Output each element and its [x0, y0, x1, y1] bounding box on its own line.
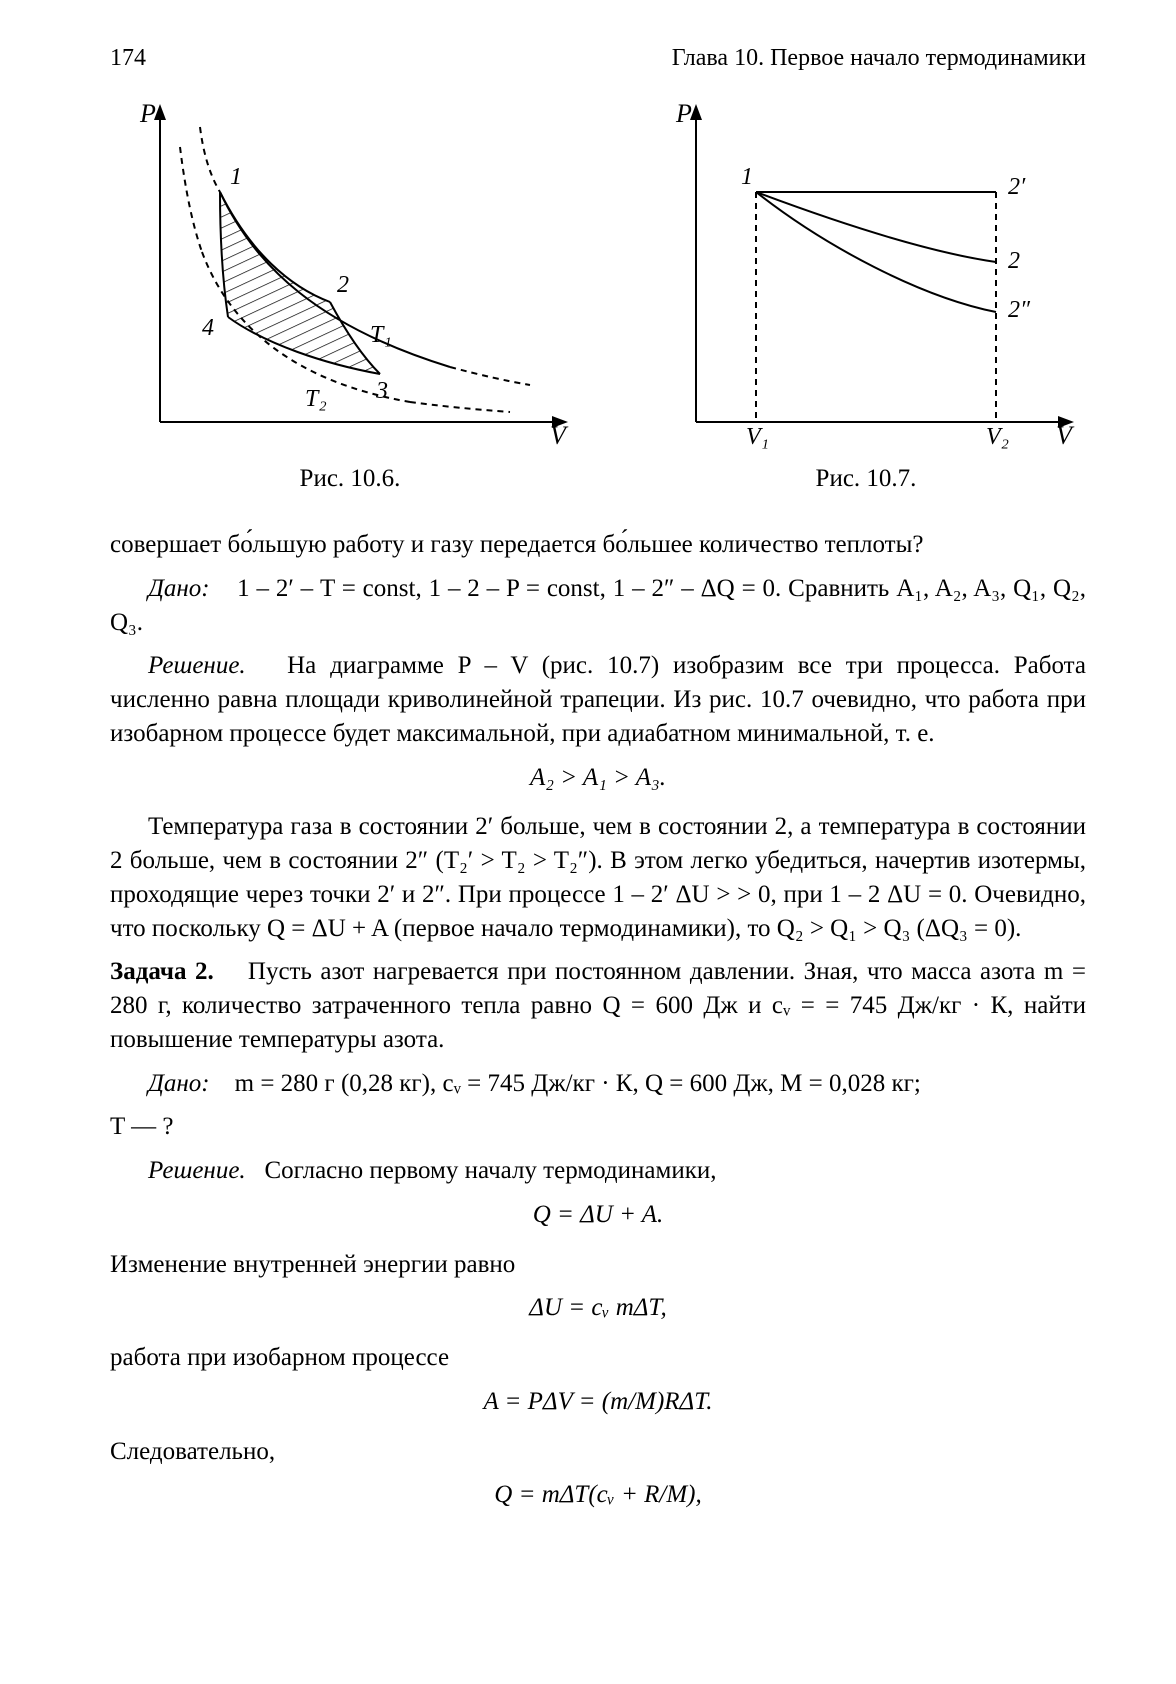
formula-4: A = PΔV = (m/M)RΔT. — [110, 1385, 1086, 1419]
svg-text:V₁: V₁ — [746, 424, 769, 450]
svg-text:3: 3 — [375, 378, 388, 404]
formula-3: ΔU = cᵥ mΔT, — [110, 1291, 1086, 1325]
svg-text:V: V — [1056, 421, 1075, 450]
svg-text:2″: 2″ — [1008, 297, 1031, 323]
solution-1-label: Решение. — [148, 652, 246, 679]
given-1-label: Дано: — [148, 575, 210, 602]
solution-1-text: На диаграмме P – V (рис. 10.7) изобразим… — [110, 652, 1086, 747]
solution-1: Решение. На диаграмме P – V (рис. 10.7) … — [110, 649, 1086, 750]
paragraph-question: совершает бо́льшую работу и газу передае… — [110, 528, 1086, 562]
page-number: 174 — [110, 42, 146, 74]
solution-2-text: Согласно первому началу термодинамики, — [264, 1157, 716, 1184]
paragraph-deltaU: Изменение внутренней энергии равно — [110, 1248, 1086, 1282]
task-2-text: Пусть азот нагревается при постоянном да… — [110, 958, 1086, 1053]
page-header: 174 Глава 10. Первое начало термодинамик… — [110, 42, 1086, 74]
svg-text:V: V — [550, 421, 569, 450]
paragraph-therefore: Следовательно, — [110, 1435, 1086, 1469]
paragraph-work: работа при изобарном процессе — [110, 1341, 1086, 1375]
svg-text:2: 2 — [337, 272, 349, 298]
solution-2-label: Решение. — [148, 1157, 246, 1184]
svg-text:4: 4 — [202, 315, 214, 341]
given-2-text: m = 280 г (0,28 кг), cᵥ = 745 Дж/кг · К,… — [235, 1070, 921, 1097]
solution-2: Решение. Согласно первому началу термоди… — [110, 1154, 1086, 1188]
svg-text:1: 1 — [230, 164, 242, 190]
svg-text:P: P — [139, 99, 156, 128]
figure-10-7-caption: Рис. 10.7. — [646, 462, 1086, 496]
paragraph-temperature: Температура газа в состоянии 2′ больше, … — [110, 810, 1086, 945]
figure-10-6-svg: P V — [110, 92, 590, 452]
svg-text:2′: 2′ — [1008, 174, 1026, 200]
given-2: Дано: m = 280 г (0,28 кг), cᵥ = 745 Дж/к… — [110, 1067, 1086, 1101]
given-2-line2: T — ? — [110, 1110, 1086, 1144]
figure-10-7: P V 1 2′ 2 2″ V₁ V₂ Рис. 10.7 — [646, 92, 1086, 496]
figure-10-6: P V — [110, 92, 590, 496]
svg-text:T₂: T₂ — [305, 386, 327, 412]
page: 174 Глава 10. Первое начало термодинамик… — [0, 0, 1176, 1684]
svg-text:V₂: V₂ — [986, 424, 1009, 450]
formula-1: A₂ > A₁ > A₃. — [110, 761, 1086, 795]
figure-10-6-caption: Рис. 10.6. — [110, 462, 590, 496]
formula-5: Q = mΔT(cᵥ + R/M), — [110, 1478, 1086, 1512]
svg-text:T₁: T₁ — [370, 322, 392, 348]
given-1: Дано: 1 – 2′ – T = const, 1 – 2 – P = co… — [110, 572, 1086, 640]
svg-text:P: P — [675, 99, 692, 128]
formula-2: Q = ΔU + A. — [110, 1198, 1086, 1232]
task-2: Задача 2. Пусть азот нагревается при пос… — [110, 955, 1086, 1056]
svg-text:2: 2 — [1008, 248, 1020, 274]
given-1-text: 1 – 2′ – T = const, 1 – 2 – P = const, 1… — [110, 575, 1086, 636]
given-2-label: Дано: — [148, 1070, 210, 1097]
figures-row: P V — [110, 92, 1086, 496]
svg-text:1: 1 — [741, 164, 753, 190]
figure-10-7-svg: P V 1 2′ 2 2″ V₁ V₂ — [646, 92, 1086, 452]
chapter-title: Глава 10. Первое начало термодинамики — [672, 42, 1086, 74]
task-2-label: Задача 2. — [110, 958, 214, 985]
